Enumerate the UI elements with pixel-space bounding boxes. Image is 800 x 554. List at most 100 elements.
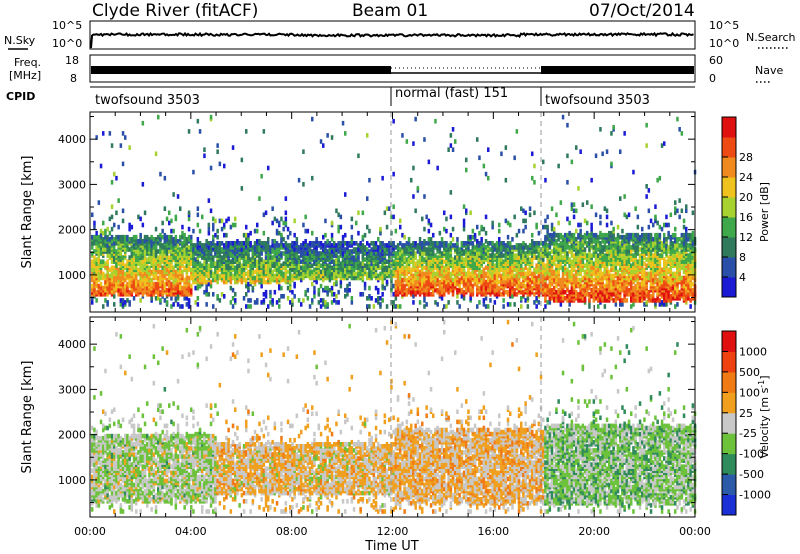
heatmap-cell	[395, 245, 398, 250]
heatmap-cell	[588, 278, 591, 283]
heatmap-cell	[230, 280, 233, 285]
heatmap-cell	[311, 253, 314, 258]
heatmap-cell	[456, 241, 459, 246]
heatmap-cell	[188, 227, 191, 232]
heatmap-cell	[170, 219, 173, 224]
heatmap-cell	[258, 259, 261, 264]
heatmap-cell	[252, 245, 255, 250]
heatmap-cell	[568, 290, 571, 295]
heatmap-cell	[210, 280, 213, 285]
heatmap-cell	[403, 284, 406, 289]
heatmap-cell	[210, 284, 213, 289]
heatmap-cell	[531, 239, 534, 244]
heatmap-cell	[505, 243, 508, 248]
heatmap-cell	[518, 247, 521, 252]
heatmap-cell	[551, 249, 554, 254]
heatmap-cell	[399, 219, 402, 224]
heatmap-cell	[166, 217, 169, 222]
heatmap-cell	[560, 200, 563, 205]
heatmap-cell	[604, 290, 607, 295]
heatmap-cell	[106, 227, 109, 232]
heatmap-cell	[142, 282, 145, 287]
heatmap-cell	[91, 276, 94, 281]
heatmap-cell	[562, 115, 565, 120]
heatmap-cell	[177, 251, 180, 256]
heatmap-cell	[478, 272, 481, 277]
heatmap-cell	[419, 259, 422, 264]
heatmap-cell	[181, 241, 184, 246]
heatmap-cell	[311, 231, 314, 236]
heatmap-cell	[595, 154, 598, 159]
heatmap-cell	[601, 152, 604, 157]
heatmap-cell	[586, 253, 589, 258]
heatmap-cell	[513, 245, 516, 250]
heatmap-cell	[333, 282, 336, 287]
heatmap-cell	[137, 280, 140, 285]
heatmap-cell	[443, 241, 446, 246]
heatmap-cell	[408, 288, 411, 293]
heatmap-cell	[419, 300, 422, 305]
heatmap-cell	[428, 292, 431, 297]
heatmap-cell	[379, 266, 382, 271]
heatmap-cell	[392, 270, 395, 275]
heatmap-cell	[300, 259, 303, 264]
heatmap-cell	[249, 257, 252, 262]
heatmap-cell	[403, 292, 406, 297]
heatmap-cell	[337, 255, 340, 260]
heatmap-cell	[544, 219, 547, 224]
heatmap-cell	[414, 290, 417, 295]
heatmap-cell	[351, 225, 354, 230]
heatmap-cell	[111, 215, 114, 220]
heatmap-cell	[546, 229, 549, 234]
heatmap-cell	[489, 270, 492, 275]
heatmap-cell	[291, 290, 294, 295]
heatmap-cell	[168, 239, 171, 244]
heatmap-cell	[311, 276, 314, 281]
heatmap-cell	[333, 241, 336, 246]
heatmap-cell	[91, 296, 94, 301]
heatmap-cell	[568, 257, 571, 262]
heatmap-cell	[307, 247, 310, 252]
heatmap-cell	[208, 263, 211, 268]
heatmap-cell	[225, 245, 228, 250]
heatmap-cell	[203, 147, 206, 152]
heatmap-cell	[232, 274, 235, 279]
heatmap-cell	[186, 255, 189, 260]
heatmap-cell	[309, 304, 312, 309]
heatmap-cell	[417, 243, 420, 248]
heatmap-cell	[205, 259, 208, 264]
heatmap-cell	[606, 294, 609, 299]
heatmap-cell	[362, 253, 365, 258]
heatmap-cell	[106, 266, 109, 271]
heatmap-cell	[579, 263, 582, 268]
heatmap-cell	[313, 268, 316, 273]
heatmap-cell	[419, 241, 422, 246]
heatmap-cell	[399, 274, 402, 279]
heatmap-cell	[498, 237, 501, 242]
heatmap-cell	[491, 249, 494, 254]
heatmap-cell	[144, 253, 147, 258]
heatmap-cell	[485, 272, 488, 277]
heatmap-cell	[428, 241, 431, 246]
heatmap-cell	[513, 288, 516, 293]
heatmap-cell	[346, 266, 349, 271]
heatmap-cell	[263, 241, 266, 246]
heatmap-cell	[604, 206, 607, 211]
heatmap-cell	[335, 280, 338, 285]
heatmap-cell	[197, 284, 200, 289]
heatmap-cell	[533, 282, 536, 287]
heatmap-cell	[414, 272, 417, 277]
heatmap-cell	[278, 304, 281, 309]
heatmap-cell	[291, 298, 294, 303]
heatmap-cell	[205, 243, 208, 248]
heatmap-cell	[179, 270, 182, 275]
heatmap-cell	[566, 251, 569, 256]
heatmap-cell	[348, 241, 351, 246]
heatmap-cell	[111, 259, 114, 264]
heatmap-cell	[417, 268, 420, 273]
nave-tick-top: 60	[709, 54, 723, 67]
heatmap-cell	[181, 290, 184, 295]
heatmap-cell	[348, 288, 351, 293]
heatmap-cell	[368, 263, 371, 268]
heatmap-cell	[307, 243, 310, 248]
